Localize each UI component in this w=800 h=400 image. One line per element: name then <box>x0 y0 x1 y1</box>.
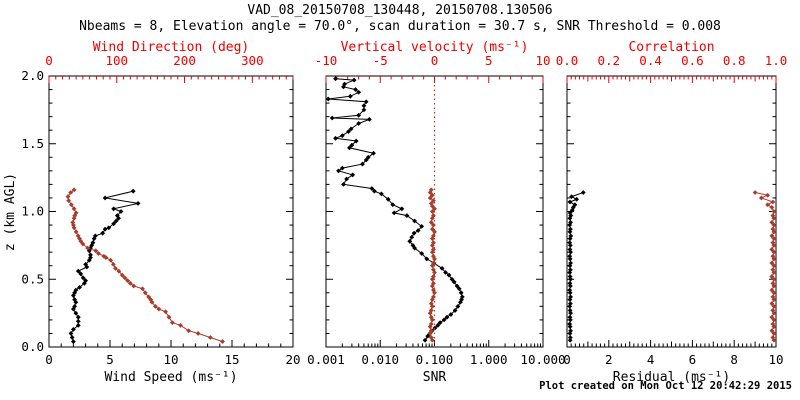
tick-label: 5 <box>485 53 493 68</box>
tick-label: 15 <box>224 352 239 367</box>
tick-label: 100 <box>105 53 128 68</box>
tick-label: 10 <box>768 352 783 367</box>
x-axis-top: -10 -5 0 5 10 Vertical velocity (ms⁻¹) <box>315 40 551 83</box>
tick-label: 2 <box>605 352 613 367</box>
tick-label: 10 <box>535 53 550 68</box>
axis-title-bottom: Wind Speed (ms⁻¹) <box>104 370 237 385</box>
tick-label: 0.001 <box>307 352 345 367</box>
tick-label: 0.0 <box>556 53 579 68</box>
tick-label: 300 <box>241 53 264 68</box>
series-wind_speed <box>68 188 141 344</box>
x-axis-bottom: 0 2 4 6 8 10 Residual (ms⁻¹) <box>563 340 784 385</box>
tick-label: 0.010 <box>361 352 399 367</box>
tick-label: 1.000 <box>470 352 508 367</box>
y-tick-label: 1.5 <box>21 136 44 151</box>
y-tick-label: 0.0 <box>21 339 44 354</box>
panel-residual: 0 2 4 6 8 10 Residual (ms⁻¹) 0.0 0.2 0.4 0.6 0.8 1.0… <box>556 40 788 385</box>
tick-label: -10 <box>315 53 338 68</box>
plot-created-timestamp: Plot created on Mon Oct 12 20:42:29 2015 <box>539 380 792 392</box>
plot-title: VAD_08_20150708_130448, 20150708.130506 <box>247 3 553 18</box>
axis-title-bottom: SNR <box>423 370 447 385</box>
series-correlation <box>752 190 777 343</box>
series-wind_direction <box>65 187 225 344</box>
tick-label: 6 <box>689 352 697 367</box>
tick-label: 0 <box>563 352 571 367</box>
series-residual <box>567 190 586 343</box>
tick-label: 0.6 <box>681 53 704 68</box>
tick-label: 5 <box>106 352 114 367</box>
axis-title-bottom: Residual (ms⁻¹) <box>613 370 730 385</box>
y-axis-ticks: 0.0 0.5 1.0 1.5 2.0 <box>21 68 293 354</box>
axis-title-top: Correlation <box>628 40 714 55</box>
series-snr <box>325 76 465 343</box>
y-axis-ticks <box>567 75 776 348</box>
tick-label: 1.0 <box>765 53 788 68</box>
y-axis-ticks <box>326 75 543 348</box>
tick-label: 0.2 <box>598 53 621 68</box>
plot-subtitle: Nbeams = 8, Elevation angle = 70.0°, sca… <box>79 19 721 34</box>
tick-label: 0 <box>45 352 53 367</box>
tick-label: 0 <box>431 53 439 68</box>
tick-label: 0.8 <box>723 53 746 68</box>
tick-label: 10 <box>163 352 178 367</box>
tick-label: -5 <box>373 53 388 68</box>
y-tick-label: 0.5 <box>21 271 44 286</box>
tick-label: 0.4 <box>639 53 662 68</box>
panel-snr: 0.001 0.010 0.100 1.000 10.000 SNR -10 -5 0 5 10 Ve… <box>307 40 565 385</box>
axis-title-top: Vertical velocity (ms⁻¹) <box>341 40 529 55</box>
x-axis-bottom: 0 5 10 15 20 Wind Speed (ms⁻¹) <box>45 340 301 385</box>
tick-label: 0.100 <box>416 352 454 367</box>
y-tick-label: 2.0 <box>21 68 44 83</box>
tick-label: 0 <box>45 53 53 68</box>
panel-wind: 0 5 10 15 20 Wind Speed (ms⁻¹) 0 100 200 300Wind … <box>21 40 300 385</box>
tick-label: 20 <box>285 352 300 367</box>
x-axis-top: 0.0 0.2 0.4 0.6 0.8 1.0 Correlation <box>556 40 788 83</box>
series-vertical_velocity <box>427 187 437 343</box>
y-tick-label: 1.0 <box>21 204 44 219</box>
y-axis-title: z (km AGL) <box>3 173 18 251</box>
tick-label: 8 <box>730 352 738 367</box>
tick-label: 10.000 <box>520 352 565 367</box>
x-axis-bottom: 0.001 0.010 0.100 1.000 10.000 SNR <box>307 340 566 385</box>
tick-label: 4 <box>647 352 655 367</box>
tick-label: 200 <box>173 53 196 68</box>
axis-title-top: Wind Direction (deg) <box>93 40 250 55</box>
